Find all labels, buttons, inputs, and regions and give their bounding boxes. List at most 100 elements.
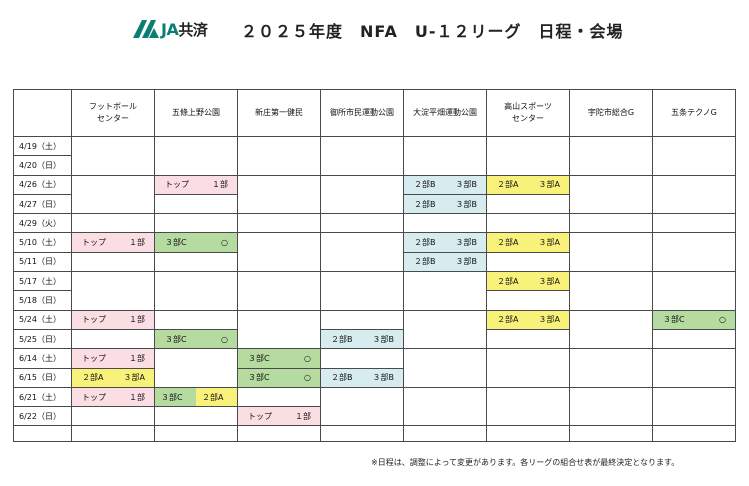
league-label: ３部A <box>538 315 560 325</box>
corner-cell <box>13 89 72 137</box>
league-label: ３部C <box>248 373 270 383</box>
schedule-cell: ３部C ○ <box>154 328 238 350</box>
schedule-cell <box>237 155 321 176</box>
league-entry: ２部A ３部A <box>487 272 569 291</box>
schedule-cell <box>486 348 570 369</box>
schedule-cell <box>237 193 321 215</box>
league-label: ○ <box>304 353 311 363</box>
logo-text: JA共済 <box>161 19 208 40</box>
venue-header: 新庄第一健民 <box>237 89 321 137</box>
schedule-row: 4/19（土） <box>13 135 736 157</box>
schedule-row: 6/21（土） トップ １部 ３部C ２部A <box>13 386 736 408</box>
schedule-cell: ３部C ○ <box>237 348 321 369</box>
league-entry: トップ １部 <box>155 175 237 194</box>
date-cell: 5/10（土） <box>13 232 72 253</box>
date-cell: 6/21（土） <box>13 386 72 408</box>
schedule-cell <box>652 367 736 388</box>
date-cell: 5/18（日） <box>13 290 72 311</box>
schedule-cell: ２部A ３部A <box>486 309 570 330</box>
schedule-cell: ２部B ３部B <box>403 174 487 195</box>
schedule-row: 4/27（日） ２部B ３部B <box>13 193 736 215</box>
date-cell: 6/15（日） <box>13 367 72 388</box>
schedule-cell <box>71 328 155 350</box>
venue-name-6b: センター <box>512 114 544 123</box>
schedule-cell <box>154 213 238 234</box>
schedule-cell <box>652 155 736 176</box>
schedule-row: 4/26（土） トップ １部 ２部B ３部B ２部A ３部A <box>13 174 736 195</box>
league-entry: ３部C ○ <box>238 349 320 368</box>
header-row: フットボール センター 五條上野公園 新庄第一健民 御所市民運動公園 大淀平畑運動… <box>13 89 736 137</box>
schedule-cell <box>569 271 653 291</box>
schedule-cell: ２部B ３部B <box>403 193 487 215</box>
schedule-cell <box>403 328 487 350</box>
league-label: ２部A <box>497 180 519 190</box>
schedule-cell <box>569 232 653 253</box>
league-entry: トップ １部 <box>72 387 154 407</box>
empty-cell <box>154 425 238 443</box>
schedule-cell <box>403 135 487 156</box>
schedule-cell <box>569 309 653 330</box>
league-label: １部 <box>295 411 311 421</box>
league-label: ２部A <box>497 315 519 325</box>
schedule-cell: トップ １部 <box>71 309 155 330</box>
venue-name-6a: 高山スポーツ <box>504 102 552 111</box>
league-label: トップ <box>82 315 106 325</box>
schedule-cell <box>320 271 404 291</box>
league-label: ３部A <box>538 276 560 286</box>
schedule-cell <box>652 193 736 215</box>
league-label: ３部B <box>455 257 478 267</box>
schedule-cell <box>652 251 736 273</box>
schedule-row: 5/24（土） トップ １部 ２部A ３部A ３部C ○ <box>13 309 736 330</box>
league-label: ３部A <box>538 180 560 190</box>
schedule-cell: ２部B ３部B <box>320 367 404 388</box>
league-label: ３部B <box>455 199 478 209</box>
league-label: ３部C <box>165 238 187 248</box>
schedule-cell <box>320 406 404 427</box>
schedule-cell <box>652 271 736 291</box>
schedule-cell <box>154 406 238 427</box>
league-label: トップ <box>82 392 106 402</box>
schedule-cell <box>486 213 570 234</box>
schedule-cell <box>71 290 155 311</box>
league-entry: ３部C ○ <box>238 368 320 387</box>
logo-ja: JA <box>161 20 179 39</box>
schedule-cell <box>237 386 321 408</box>
schedule-row: 5/18（日） <box>13 290 736 311</box>
date-cell: 5/17（土） <box>13 271 72 292</box>
schedule-cell <box>486 386 570 407</box>
schedule-row: 5/10（土） トップ １部 ３部C ○ ２部B ３部B ２部A ３部A <box>13 232 736 253</box>
schedule-cell <box>71 155 155 176</box>
schedule-cell <box>237 309 321 330</box>
schedule-cell <box>237 135 321 156</box>
schedule-row: 5/17（土） ２部A ３部A <box>13 271 736 292</box>
league-entry: トップ １部 <box>72 233 154 252</box>
footnote: ※日程は、調整によって変更があります。各リーグの組合せ表が最終決定となります。 <box>371 458 680 467</box>
league-label: ２部B <box>331 373 353 383</box>
schedule-cell <box>154 271 238 291</box>
league-label: ２部B <box>414 257 436 267</box>
league-entry: ２部B ３部B <box>404 194 486 214</box>
league-label: １部 <box>129 315 145 325</box>
schedule-row: 4/29（火） <box>13 213 736 234</box>
league-entry: ２部A ３部A <box>487 175 569 194</box>
schedule-cell <box>569 193 653 215</box>
schedule-cell <box>403 213 487 234</box>
schedule-cell <box>71 193 155 215</box>
schedule-cell <box>154 309 238 330</box>
league-label: ３部C <box>165 334 187 344</box>
date-cell: 6/14（土） <box>13 348 72 369</box>
schedule-cell: ２部B ３部B <box>403 251 487 273</box>
schedule-cell <box>320 174 404 195</box>
schedule-cell <box>486 367 570 388</box>
schedule-cell <box>237 232 321 253</box>
empty-cell <box>652 425 736 443</box>
venue-header: 御所市民運動公園 <box>320 89 404 137</box>
logo-kyosai: 共済 <box>178 21 208 39</box>
league-entry: ２部A ３部A <box>487 310 569 329</box>
schedule-cell <box>71 213 155 234</box>
league-label: ３部A <box>538 238 560 248</box>
league-label: ３部B <box>372 334 395 344</box>
schedule-cell <box>237 271 321 291</box>
schedule-cell <box>320 213 404 234</box>
schedule-cell <box>154 135 238 156</box>
